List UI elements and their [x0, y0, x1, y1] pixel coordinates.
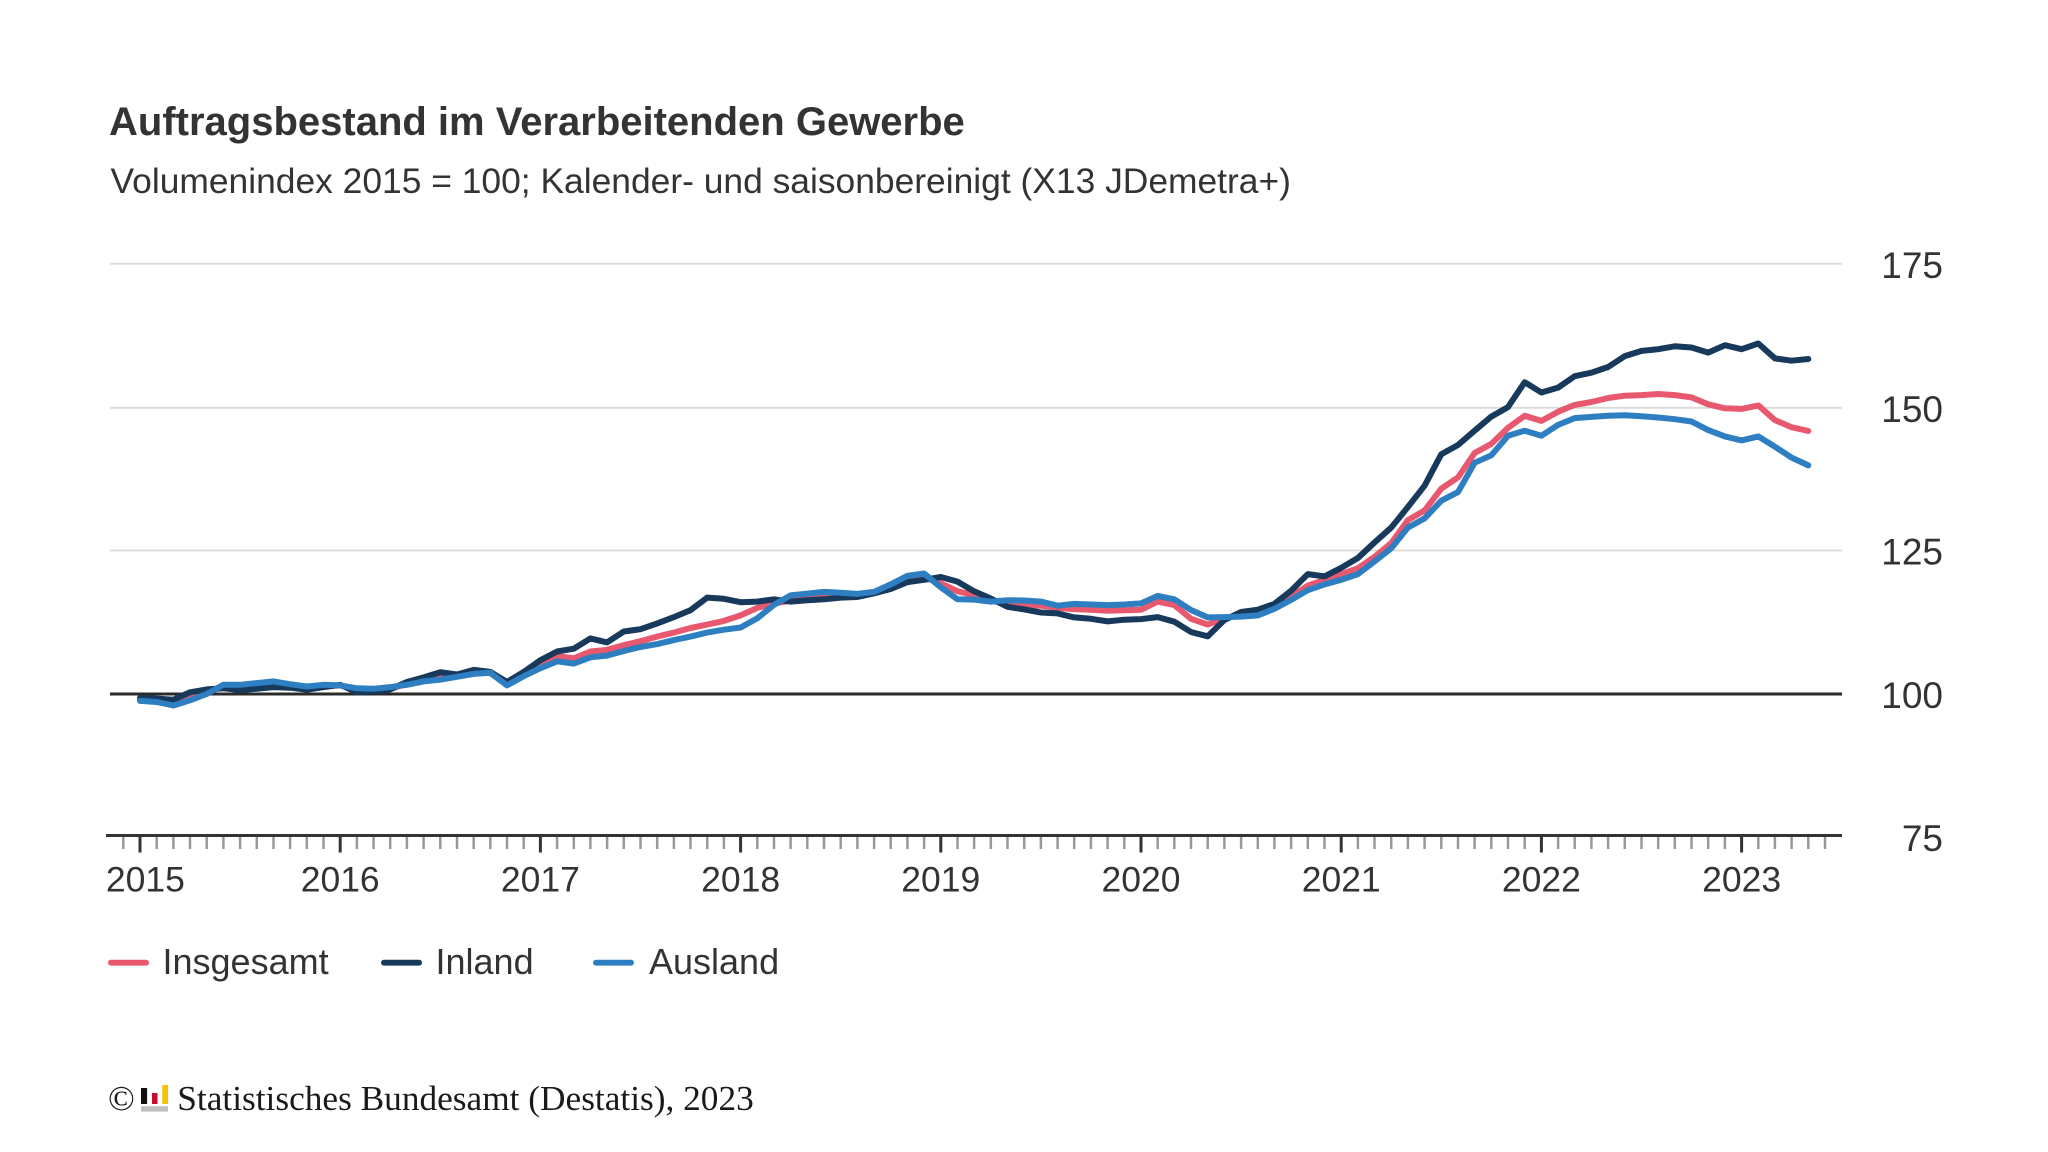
svg-text:2021: 2021 [1302, 859, 1381, 899]
svg-text:Volumenindex 2015 = 100; Kalen: Volumenindex 2015 = 100; Kalender- und s… [111, 161, 1291, 201]
svg-text:2020: 2020 [1102, 859, 1181, 899]
svg-text:2022: 2022 [1502, 859, 1581, 899]
svg-text:Statistisches Bundesamt (Desta: Statistisches Bundesamt (Destatis), 2023 [177, 1079, 753, 1118]
svg-text:150: 150 [1881, 389, 1943, 430]
svg-text:175: 175 [1881, 245, 1943, 286]
svg-text:2016: 2016 [301, 859, 380, 899]
svg-text:2018: 2018 [701, 859, 780, 899]
svg-text:125: 125 [1881, 532, 1943, 573]
svg-text:2015: 2015 [106, 859, 185, 899]
svg-text:100: 100 [1881, 675, 1943, 716]
svg-text:2023: 2023 [1702, 859, 1781, 899]
svg-text:75: 75 [1902, 818, 1943, 859]
svg-text:Ausland: Ausland [649, 941, 779, 982]
svg-text:2017: 2017 [501, 859, 580, 899]
svg-text:Inland: Inland [436, 941, 534, 982]
svg-text:Auftragsbestand im Verarbeiten: Auftragsbestand im Verarbeitenden Gewerb… [109, 100, 965, 144]
svg-text:2019: 2019 [901, 859, 980, 899]
svg-text:©: © [108, 1079, 135, 1118]
svg-text:Insgesamt: Insgesamt [163, 941, 329, 982]
